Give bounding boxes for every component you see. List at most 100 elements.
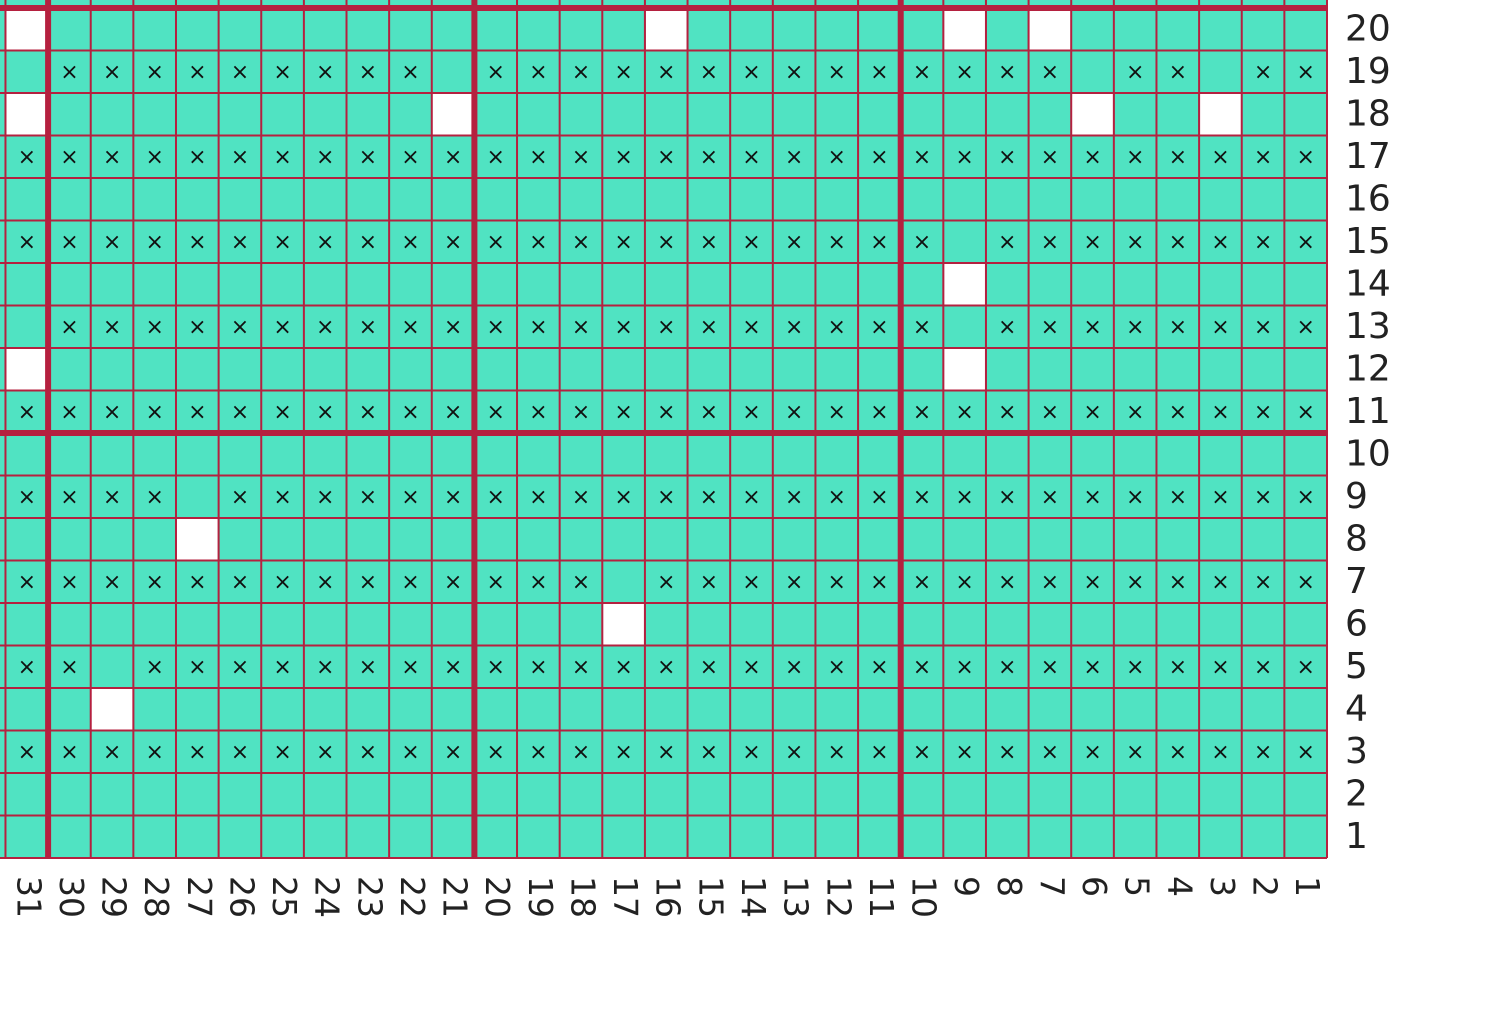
cross-stitch: ×: [1296, 655, 1314, 680]
cross-stitch: ×: [145, 230, 163, 255]
cross-stitch: ×: [1296, 485, 1314, 510]
cross-stitch: ×: [1041, 315, 1059, 340]
blank-cell: [175, 517, 220, 562]
cross-stitch: ×: [145, 145, 163, 170]
cross-stitch: ×: [188, 60, 206, 85]
cross-stitch: ×: [657, 655, 675, 680]
cross-stitch: ×: [316, 230, 334, 255]
cross-stitch: ×: [998, 60, 1016, 85]
cross-stitch: ×: [913, 145, 931, 170]
cross-stitch: ×: [657, 570, 675, 595]
cross-stitch: ×: [103, 485, 121, 510]
column-label: 30: [52, 876, 91, 918]
cross-stitch: ×: [231, 230, 249, 255]
cross-stitch: ×: [273, 230, 291, 255]
cross-stitch: ×: [1211, 400, 1229, 425]
cross-stitch: ×: [572, 400, 590, 425]
cross-stitch: ×: [870, 230, 888, 255]
cross-stitch: ×: [998, 230, 1016, 255]
column-label: 8: [990, 876, 1029, 897]
row-label: 19: [1345, 51, 1391, 92]
blank-cell: [942, 7, 987, 52]
cross-stitch: ×: [955, 740, 973, 765]
cross-stitch: ×: [1041, 740, 1059, 765]
cross-stitch: ×: [1126, 60, 1144, 85]
column-label: 20: [478, 876, 517, 918]
cross-stitch: ×: [60, 230, 78, 255]
cross-stitch: ×: [913, 740, 931, 765]
column-label: 24: [308, 876, 347, 918]
blank-cell: [942, 347, 987, 392]
cross-stitch: ×: [1169, 655, 1187, 680]
cross-stitch: ×: [955, 60, 973, 85]
column-label: 26: [222, 876, 261, 918]
cross-stitch: ×: [486, 400, 504, 425]
cross-stitch: ×: [1254, 400, 1272, 425]
cross-stitch: ×: [1083, 315, 1101, 340]
cross-stitch: ×: [913, 570, 931, 595]
cross-stitch: ×: [103, 315, 121, 340]
row-label: 11: [1345, 391, 1391, 432]
cross-stitch: ×: [1296, 570, 1314, 595]
cross-stitch: ×: [273, 60, 291, 85]
cross-stitch: ×: [18, 570, 36, 595]
cross-stitch: ×: [60, 315, 78, 340]
cross-stitch: ×: [444, 485, 462, 510]
cross-stitch: ×: [614, 400, 632, 425]
cross-stitch: ×: [103, 230, 121, 255]
cross-stitch: ×: [870, 740, 888, 765]
cross-stitch: ×: [231, 485, 249, 510]
column-label: 1: [1288, 876, 1327, 897]
cross-stitch: ×: [401, 230, 419, 255]
cross-stitch: ×: [529, 400, 547, 425]
cross-stitch: ×: [700, 740, 718, 765]
cross-stitch: ×: [998, 400, 1016, 425]
row-label: 5: [1345, 646, 1368, 687]
column-label: 17: [606, 876, 645, 918]
row-label: 6: [1345, 603, 1368, 644]
column-label: 15: [691, 876, 730, 918]
column-label: 7: [1032, 876, 1071, 897]
cross-stitch: ×: [1296, 400, 1314, 425]
cross-stitch: ×: [188, 145, 206, 170]
blank-cell: [942, 262, 987, 307]
cross-stitch: ×: [529, 230, 547, 255]
cross-stitch: ×: [657, 230, 675, 255]
cross-stitch: ×: [18, 655, 36, 680]
row-label: 14: [1345, 263, 1391, 304]
cross-stitch: ×: [1254, 570, 1272, 595]
cross-stitch: ×: [742, 60, 760, 85]
cross-stitch: ×: [316, 740, 334, 765]
cross-stitch: ×: [231, 655, 249, 680]
cross-stitch: ×: [145, 485, 163, 510]
cross-stitch: ×: [1211, 570, 1229, 595]
blank-cell: [1070, 92, 1115, 137]
cross-stitch: ×: [1254, 60, 1272, 85]
cross-stitch: ×: [1126, 145, 1144, 170]
cross-stitch: ×: [188, 230, 206, 255]
cross-stitch: ×: [486, 145, 504, 170]
column-label: 21: [436, 876, 475, 918]
cross-stitch: ×: [1254, 655, 1272, 680]
cross-stitch: ×: [1041, 400, 1059, 425]
cross-stitch: ×: [18, 740, 36, 765]
cross-stitch: ×: [1296, 145, 1314, 170]
cross-stitch: ×: [486, 315, 504, 340]
cross-stitch: ×: [145, 655, 163, 680]
row-label: 17: [1345, 136, 1391, 177]
cross-stitch: ×: [529, 315, 547, 340]
cross-stitch: ×: [486, 485, 504, 510]
cross-stitch: ×: [700, 570, 718, 595]
cross-stitch: ×: [1126, 740, 1144, 765]
cross-stitch: ×: [785, 230, 803, 255]
cross-stitch: ×: [529, 655, 547, 680]
cross-stitch: ×: [870, 655, 888, 680]
cross-stitch: ×: [1083, 570, 1101, 595]
cross-stitch: ×: [742, 655, 760, 680]
cross-stitch: ×: [913, 315, 931, 340]
column-label: 14: [734, 876, 773, 918]
column-label: 25: [265, 876, 304, 918]
cross-stitch: ×: [359, 145, 377, 170]
cross-stitch: ×: [273, 655, 291, 680]
cross-stitch: ×: [785, 570, 803, 595]
